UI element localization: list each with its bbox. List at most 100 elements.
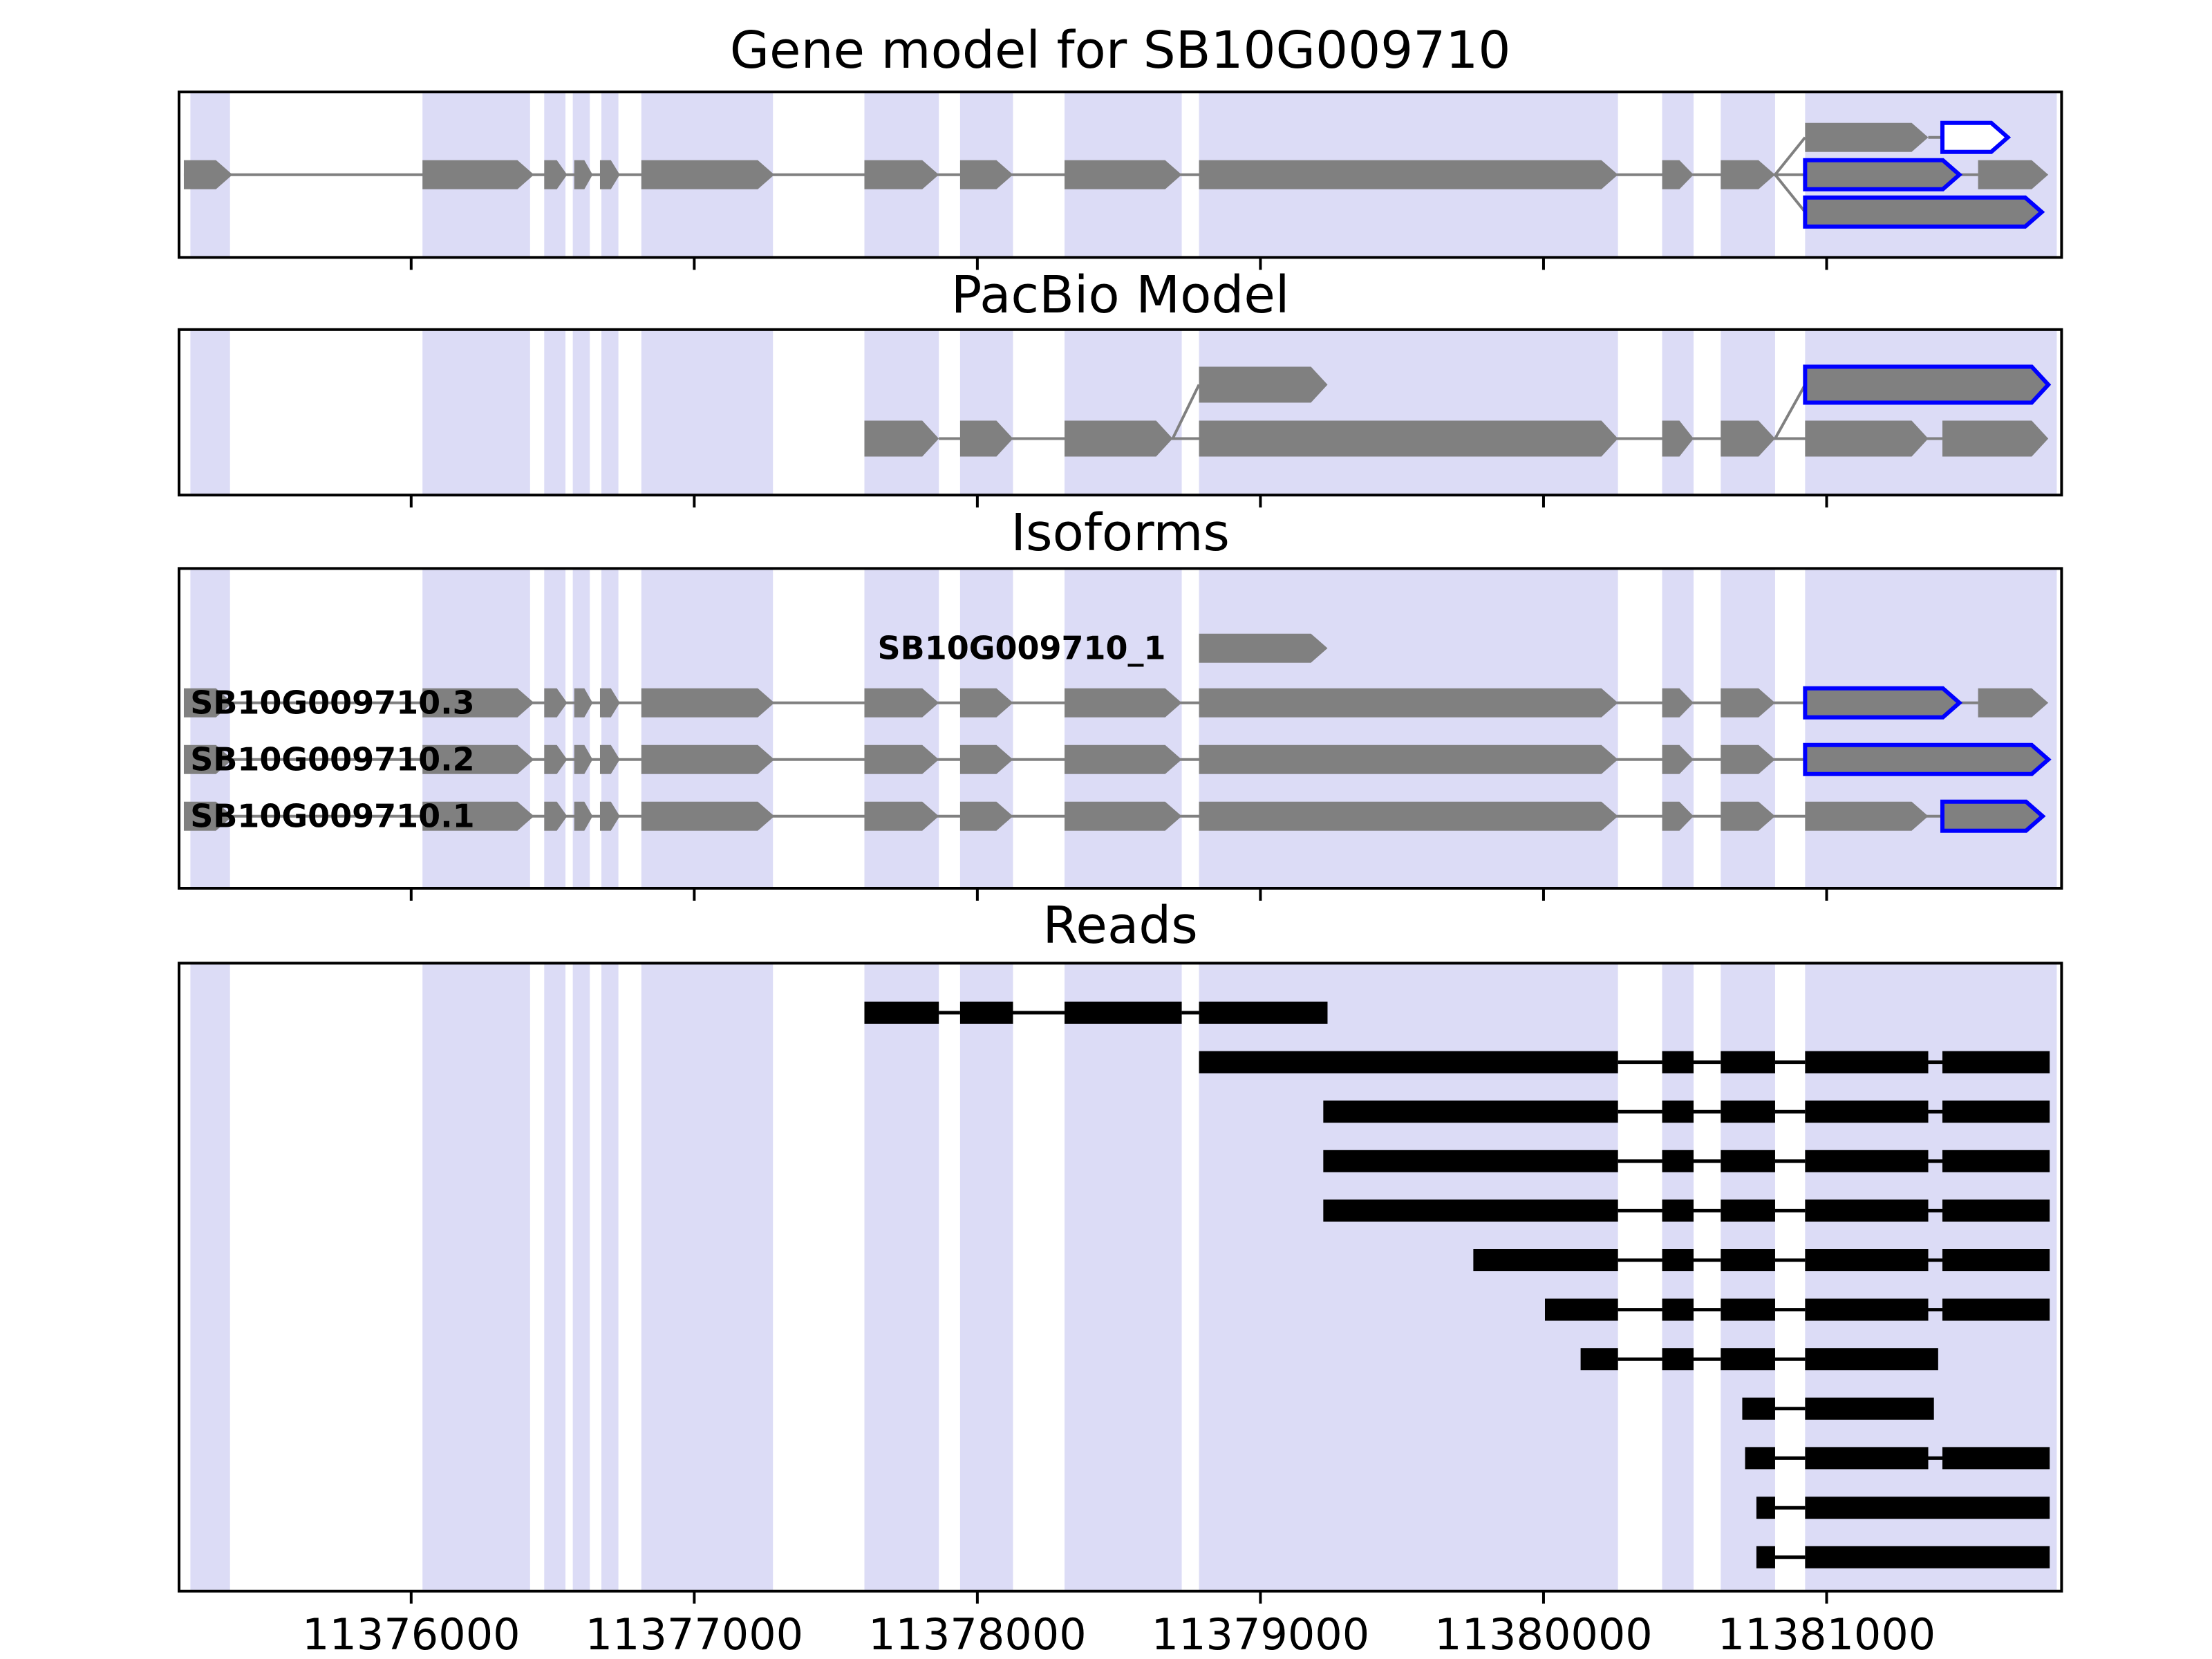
read-segment xyxy=(1942,1249,2050,1271)
read-segment xyxy=(1662,1150,1694,1172)
exon-block xyxy=(183,160,233,189)
exon-block xyxy=(1721,744,1775,774)
exon-highlight-stripe xyxy=(190,329,230,496)
exon-highlight-stripe xyxy=(959,568,1013,888)
read-segment xyxy=(1942,1100,2050,1123)
exon-block xyxy=(641,801,775,831)
exon-highlight-stripe xyxy=(1065,568,1182,888)
exon-highlight-stripe xyxy=(1065,963,1182,1591)
exon-block xyxy=(1199,688,1618,718)
exon-block xyxy=(544,801,568,831)
exon-highlight-stripe xyxy=(641,963,774,1591)
read-segment xyxy=(1545,1298,1618,1321)
exon-highlight-stripe xyxy=(864,568,939,888)
exon-block xyxy=(544,744,568,774)
exon-block xyxy=(1721,801,1775,831)
panel-title-gene-model: Gene model for SB10G009710 xyxy=(730,21,1511,80)
intron-line xyxy=(1171,384,1201,440)
exon-highlight-stripe xyxy=(544,329,566,496)
exon-block xyxy=(959,688,1013,718)
exon-block xyxy=(574,744,593,774)
panel-pacbio-model xyxy=(178,328,2063,508)
exon-block xyxy=(959,801,1013,831)
exon-block xyxy=(959,420,1013,457)
exon-block xyxy=(1065,688,1182,718)
x-tick-label: 11376000 xyxy=(302,1609,521,1659)
exon-block xyxy=(1978,688,2049,718)
exon-highlight-stripe xyxy=(1805,329,2057,496)
read-segment xyxy=(1805,1051,1929,1074)
exon-block xyxy=(544,160,568,189)
exon-block xyxy=(1805,801,1929,831)
exon-block xyxy=(1721,420,1775,457)
exon-block xyxy=(1805,420,1929,457)
exon-highlight-stripe xyxy=(1721,329,1775,496)
exon-block xyxy=(1199,420,1618,457)
x-tick-label: 11377000 xyxy=(585,1609,804,1659)
exon-highlight-stripe xyxy=(1805,568,2057,888)
exon-highlight-stripe xyxy=(1065,329,1182,496)
read-segment xyxy=(1805,1100,1929,1123)
read-segment xyxy=(1721,1150,1775,1172)
x-tick-label: 11380000 xyxy=(1434,1609,1653,1659)
read-segment xyxy=(1662,1051,1694,1074)
exon-block xyxy=(422,744,534,774)
exon-block xyxy=(1978,160,2049,189)
read-segment xyxy=(1942,1051,2050,1074)
exon-block xyxy=(641,688,775,718)
read-segment xyxy=(1721,1249,1775,1271)
isoform-label: SB10G009710.2 xyxy=(190,741,474,778)
read-segment xyxy=(1662,1100,1694,1123)
exon-highlight-stripe xyxy=(959,329,1013,496)
exon-block xyxy=(599,801,620,831)
read-segment xyxy=(1742,1397,1775,1420)
read-segment xyxy=(1805,1397,1934,1420)
exon-block xyxy=(1199,366,1328,403)
read-segment xyxy=(1805,1298,1929,1321)
exon-block xyxy=(864,420,939,457)
exon-block xyxy=(1942,420,2049,457)
exon-highlight-stripe xyxy=(190,568,230,888)
read-segment xyxy=(1942,1150,2050,1172)
read-segment xyxy=(1662,1348,1694,1371)
read-segment xyxy=(1805,1546,2050,1568)
read-segment xyxy=(1805,1199,1929,1222)
exon-block xyxy=(422,688,534,718)
x-tick-label: 11379000 xyxy=(1152,1609,1370,1659)
cds-exon xyxy=(1803,742,2052,776)
read-segment xyxy=(1756,1497,1775,1519)
exon-highlight-stripe xyxy=(1199,329,1618,496)
exon-block xyxy=(1065,744,1182,774)
isoform-label: SB10G009710_1 xyxy=(878,630,1166,667)
exon-block xyxy=(1662,801,1694,831)
read-segment xyxy=(1473,1249,1618,1271)
panel-title-reads: Reads xyxy=(1042,896,1198,955)
exon-highlight-stripe xyxy=(190,963,230,1591)
read-segment xyxy=(1805,1497,2050,1519)
read-segment xyxy=(959,1002,1013,1024)
panel-title-pacbio-model: PacBio Model xyxy=(951,265,1290,325)
exon-highlight-stripe xyxy=(864,329,939,496)
cds-exon xyxy=(1803,195,2045,229)
exon-block xyxy=(574,801,593,831)
isoform-label: SB10G009710.1 xyxy=(190,798,474,835)
read-segment xyxy=(1662,1249,1694,1271)
read-segment xyxy=(1580,1348,1618,1371)
read-segment xyxy=(1323,1100,1618,1123)
intron-line xyxy=(1774,384,1807,440)
read-segment xyxy=(864,1002,939,1024)
exon-block xyxy=(1662,688,1694,718)
exon-block xyxy=(641,160,775,189)
exon-block xyxy=(1199,801,1618,831)
exon-highlight-stripe xyxy=(601,963,619,1591)
read-segment xyxy=(1065,1002,1182,1024)
panel-border xyxy=(178,962,2063,1593)
exon-highlight-stripe xyxy=(1721,568,1775,888)
exon-block xyxy=(864,801,939,831)
exon-block xyxy=(1199,744,1618,774)
exon-highlight-stripe xyxy=(544,963,566,1591)
exon-block xyxy=(1721,160,1775,189)
exon-highlight-stripe xyxy=(864,963,939,1591)
cds-exon xyxy=(1940,799,2046,833)
